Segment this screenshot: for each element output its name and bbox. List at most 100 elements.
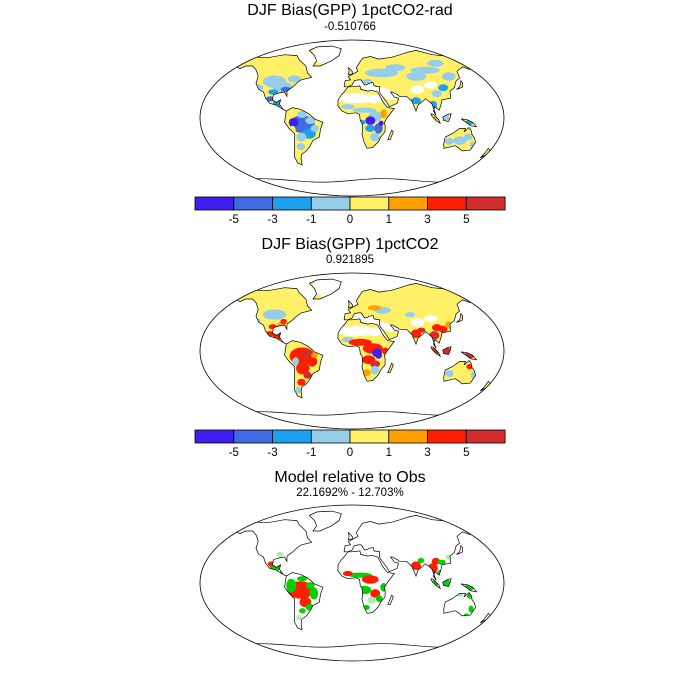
coastline-southAmerica [284,340,324,399]
region-patch [342,570,353,577]
region-patch [262,309,287,320]
land-fill-madagascar [387,130,394,140]
region-patch [297,576,307,582]
region-patch [306,582,315,590]
region-patch [431,90,442,98]
region-patch [287,75,302,83]
panel-1-colorbar: -5 -3 -1 0 1 3 5 [194,196,506,225]
region-patch [438,325,448,333]
colorbar-box [388,196,428,211]
region-patch [297,111,307,118]
colorbar-box [349,429,390,444]
region-patch [367,305,382,311]
region-patch [427,59,444,67]
region-patch [424,315,438,323]
coastline-madagascar [387,594,394,606]
region-patch [296,143,306,151]
colorbar-box [233,196,274,211]
region-patch [406,72,427,81]
region-patch [348,338,372,346]
coastline-newGuinea [461,583,478,593]
colorbar-tick-label: 3 [424,214,430,225]
region-patch [369,132,380,142]
region-patch [311,352,318,358]
region-patch [375,595,383,603]
map-frame [199,504,505,662]
ice-sheet [312,46,341,64]
region-patch [296,362,310,375]
region-patch [310,124,319,132]
land-fill-uk [348,67,353,75]
coastline-africa [337,85,395,149]
region-patch [442,72,456,81]
colorbar-tick-label: -1 [306,214,316,225]
region-patch [367,596,376,604]
region-patch [266,96,275,102]
colorbar-box [310,196,351,211]
region-patch [276,551,284,557]
region-patch [411,561,421,570]
map-frame [199,272,505,430]
colorbar-box [272,196,312,211]
region-patch [468,605,474,613]
region-patch [297,378,306,386]
coastline-africa [337,550,395,614]
coastline-uk [347,531,354,541]
coastline-australia [443,126,476,152]
region-patch [411,97,421,105]
region-patch [453,369,467,378]
region-patch [299,608,306,614]
region-patch [352,107,377,113]
colorbar-tick-label: -3 [267,214,277,225]
coastline-southAmerica [284,572,324,631]
panel-1-map [199,39,505,197]
coastline-greenland [308,278,342,300]
coastline-eurasia [343,50,475,116]
colorbar-box [233,429,274,444]
coastline-sumatra [430,346,441,358]
coastline-madagascar [387,362,394,374]
region-patch [341,104,355,110]
panel-1-title: DJF Bias(GPP) 1pctCO2-rad [247,2,453,19]
region-patch [362,369,371,377]
region-patch [286,578,297,593]
coastline-borneo [442,113,452,122]
colorbar-box [310,429,351,444]
ice-sheet [312,279,341,297]
region-patch [438,84,449,92]
region-patch [301,349,312,358]
region-patch [423,81,438,89]
colorbar-box [194,196,235,211]
coastline-japan [456,312,464,323]
panel-3-subtitle: 22.1692% - 12.703% [296,487,404,499]
region-patch [303,371,312,379]
coastline-sumatra [430,578,441,590]
region-patch [337,325,375,337]
panel-2-map [199,272,505,430]
region-patch [417,327,426,333]
panel-2-subtitle: 0.921895 [326,254,374,266]
region-patch [378,120,384,126]
colorbar-tick-label: 0 [347,447,353,458]
region-patch [366,94,384,104]
colorbar-tick-label: -5 [229,447,239,458]
coastline-newGuinea [461,118,478,128]
region-patch [280,318,287,325]
coastline-australia [443,359,476,385]
region-patch [410,66,441,74]
antarctica-coast [234,411,468,416]
coastline-africa [337,318,395,382]
coastline-newGuinea [461,351,478,361]
colorbar-tick-label: 5 [463,214,469,225]
colorbar-box [427,196,467,211]
land-fill-uk [348,300,353,308]
coastline-southAmerica [284,107,324,166]
region-patch [410,85,425,94]
region-patch [366,327,384,337]
region-patch [305,117,316,125]
colorbar-box [349,196,390,211]
coastline-northAmerica [234,519,313,577]
panel-1-subtitle: -0.510766 [324,21,376,33]
region-patch [370,360,381,368]
region-patch [380,109,387,118]
